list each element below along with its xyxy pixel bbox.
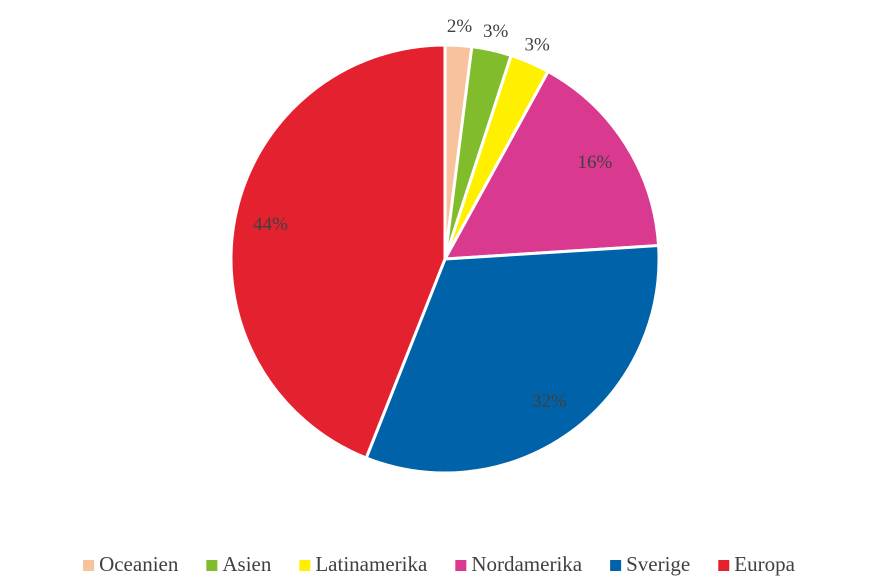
pie-slice (442, 69, 661, 261)
legend-swatch (455, 560, 467, 571)
pie-slice (364, 243, 661, 475)
data-label: 3% (524, 34, 550, 55)
legend-swatch (206, 560, 218, 571)
data-label: 3% (483, 21, 509, 42)
data-label: 16% (578, 152, 613, 173)
legend-swatch (718, 560, 730, 571)
pie-slice (229, 43, 447, 460)
legend-swatch (83, 560, 95, 571)
data-label: 44% (253, 214, 288, 235)
legend-label: Nordamerika (471, 552, 582, 576)
legend-label: Latinamerika (315, 552, 428, 576)
legend-label: Oceanien (99, 552, 179, 576)
data-label: 32% (532, 391, 567, 412)
legend-swatch (299, 560, 311, 571)
legend-label: Asien (222, 552, 271, 576)
legend-label: Sverige (626, 552, 690, 576)
legend-label: Europa (734, 552, 795, 576)
legend-swatch (610, 560, 622, 571)
legend: Oceanien Asien Latinamerika Nordamerika Sver… (83, 552, 796, 576)
data-label: 2% (447, 16, 473, 37)
